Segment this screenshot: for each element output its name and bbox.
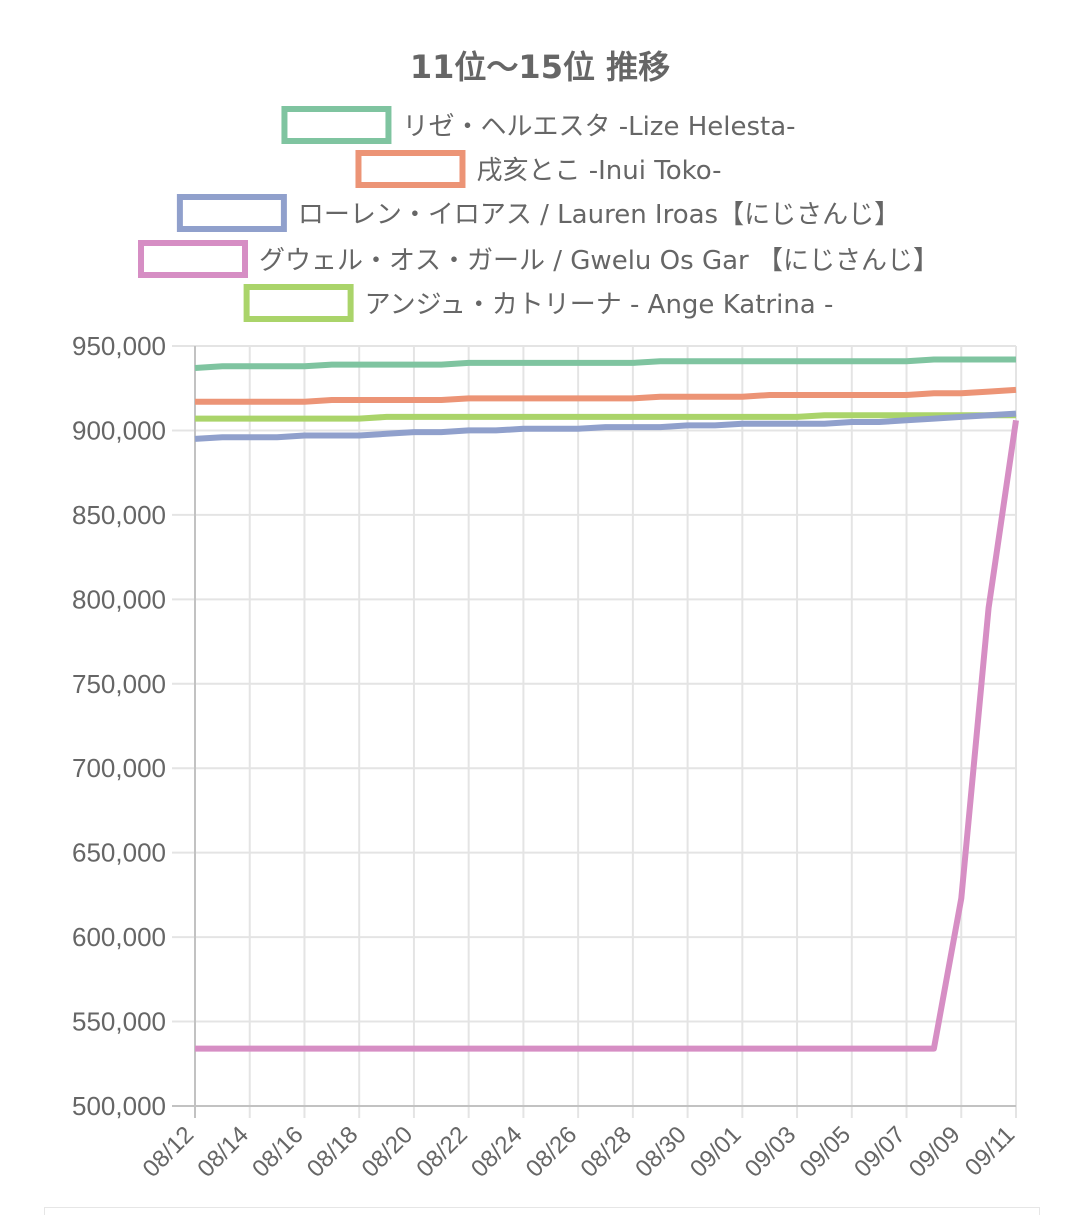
x-tick-label: 08/26 [521, 1121, 583, 1183]
x-tick-label: 08/24 [466, 1121, 528, 1183]
legend-label: グウェル・オス・ガール / Gwelu Os Gar 【にじさんじ】 [259, 246, 939, 276]
x-tick-label: 08/22 [411, 1121, 473, 1183]
x-tick-label: 08/14 [192, 1121, 254, 1183]
legend-item: アンジュ・カトリーナ - Ange Katrina - [243, 284, 834, 322]
x-tick-label: 09/03 [740, 1121, 802, 1183]
series-line [195, 386, 1017, 405]
x-tick-label: 08/16 [247, 1121, 309, 1183]
legend-swatch [138, 240, 249, 278]
x-tick-label: 08/28 [576, 1121, 638, 1183]
legend-item: グウェル・オス・ガール / Gwelu Os Gar 【にじさんじ】 [138, 240, 939, 278]
y-tick-label: 650,000 [72, 838, 166, 868]
series-lines [194, 356, 1019, 1052]
legend-swatch [355, 150, 466, 188]
x-tick-label: 08/18 [302, 1121, 364, 1183]
legend: リゼ・ヘルエスタ -Lize Helesta- 戌亥とこ -Inui Toko- ロ… [138, 106, 939, 322]
y-tick-label: 800,000 [72, 584, 166, 614]
y-tick-label: 600,000 [72, 922, 166, 952]
series-line [194, 356, 1016, 371]
x-tick-label: 08/20 [357, 1121, 419, 1183]
legend-label: アンジュ・カトリーナ - Ange Katrina - [365, 290, 834, 320]
y-tick-label: 700,000 [72, 753, 166, 783]
x-tick-label: 08/30 [630, 1121, 692, 1183]
y-tick-label: 750,000 [72, 669, 166, 699]
legend-label: リゼ・ヘルエスタ -Lize Helesta- [402, 112, 795, 142]
legend-swatch [281, 106, 392, 144]
series-line [195, 419, 1019, 1052]
x-tick-label: 09/11 [960, 1121, 1020, 1181]
series-line [194, 410, 1017, 442]
x-tick-label: 08/12 [138, 1121, 200, 1183]
legend-swatch [176, 194, 287, 232]
y-tick-label: 850,000 [72, 500, 166, 530]
grid [172, 345, 1017, 1118]
y-axis-ticks: 500,000 550,000 600,000 650,000 700,000 750,0… [72, 331, 166, 1121]
series-line [195, 412, 1016, 422]
y-tick-label: 500,000 [72, 1091, 166, 1121]
legend-item: ローレン・イロアス / Lauren Iroas【にじさんじ】 [176, 194, 900, 232]
legend-label: 戌亥とこ -Inui Toko- [476, 156, 721, 186]
x-tick-label: 09/09 [904, 1121, 966, 1183]
x-tick-label: 09/07 [849, 1121, 911, 1183]
x-tick-label: 09/05 [794, 1121, 856, 1183]
y-tick-label: 550,000 [72, 1007, 166, 1037]
y-tick-label: 950,000 [72, 331, 166, 361]
legend-label: ローレン・イロアス / Lauren Iroas【にじさんじ】 [298, 200, 900, 230]
chart-title: 11位〜15位 推移 [410, 48, 670, 86]
legend-item: リゼ・ヘルエスタ -Lize Helesta- [281, 106, 796, 144]
legend-swatch [243, 284, 354, 322]
x-tick-label: 09/01 [685, 1121, 747, 1183]
y-tick-label: 900,000 [72, 415, 166, 445]
page-bottom-divider [44, 1207, 1040, 1215]
x-axis-ticks: 08/1208/1408/1608/1808/2008/2208/2408/26… [138, 1121, 1021, 1183]
axes [172, 346, 1016, 1118]
legend-item: 戌亥とこ -Inui Toko- [355, 150, 722, 188]
